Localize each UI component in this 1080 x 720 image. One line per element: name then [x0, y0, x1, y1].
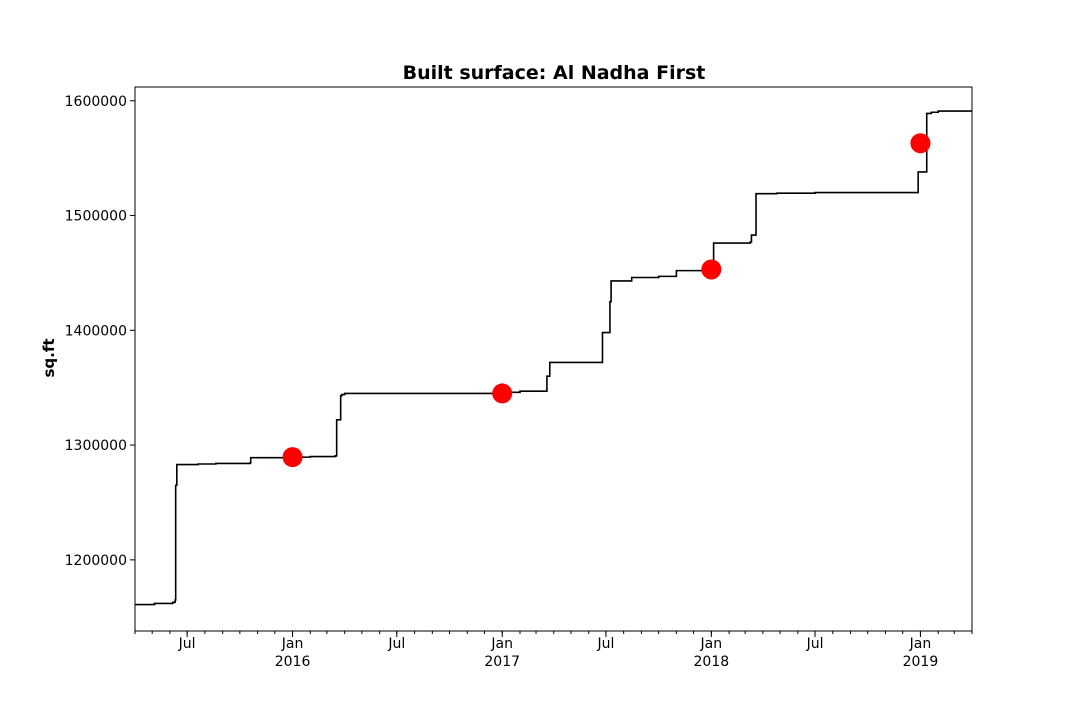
- x-tick-label: Jan: [909, 636, 932, 652]
- data-point-marker: [910, 133, 931, 154]
- y-tick-label: 1200000: [65, 553, 127, 569]
- x-tick-year-label: 2016: [275, 654, 311, 670]
- built-surface-line: [135, 110, 972, 606]
- data-markers: [282, 133, 931, 468]
- data-point-marker: [701, 259, 722, 280]
- x-tick-label: Jan: [490, 636, 513, 652]
- x-tick-label: Jul: [806, 636, 824, 652]
- x-tick-year-label: 2019: [903, 654, 939, 670]
- y-axis-label: sq.ft: [40, 338, 58, 377]
- axes: 1200000 1300000 1400000 1500000 1600000 Jul Ja…: [65, 86, 973, 670]
- plot-frame: [134, 86, 973, 632]
- plot-area: [135, 110, 972, 606]
- x-tick-label: Jul: [596, 636, 614, 652]
- x-tick-year-label: 2017: [484, 654, 520, 670]
- x-tick-label: Jul: [178, 636, 196, 652]
- x-tick-label: Jan: [700, 636, 723, 652]
- y-tick-label: 1500000: [65, 209, 127, 225]
- y-tick-label: 1600000: [65, 94, 127, 110]
- x-tick-label: Jul: [387, 636, 405, 652]
- y-tick-label: 1300000: [65, 438, 127, 454]
- x-tick-year-label: 2018: [694, 654, 730, 670]
- x-tick-label: Jan: [281, 636, 304, 652]
- data-point-marker: [492, 383, 513, 404]
- data-point-marker: [282, 447, 303, 468]
- chart-title: Built surface: Al Nadha First: [403, 62, 706, 84]
- y-tick-label: 1400000: [65, 323, 127, 339]
